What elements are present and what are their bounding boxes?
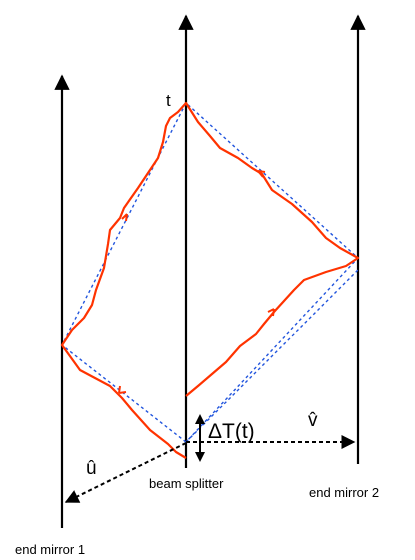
delta-t-arrowhead-bottom [195,452,205,462]
v-hat-label: v̂ [308,410,318,431]
delta-t-arrowhead-top [195,414,205,424]
path-arrow-upper-left [121,213,128,222]
time-label: t [166,91,171,110]
end-mirror-2-label: end mirror 2 [309,485,379,500]
perturbed-light-path [60,101,360,459]
u-vector-arrow [64,442,187,503]
path-arrow-lower-left [118,385,127,394]
beam-splitter-label: beam splitter [149,476,224,491]
u-hat-label: û [86,458,97,479]
ideal-light-path [61,101,359,443]
path-arrow-upper-right [257,170,266,178]
delta-t-label: ΔT(t) [208,420,255,443]
ideal-return-path [185,269,359,443]
end-mirror-1-label: end mirror 1 [15,542,85,557]
path-arrow-lower-right [267,308,275,317]
